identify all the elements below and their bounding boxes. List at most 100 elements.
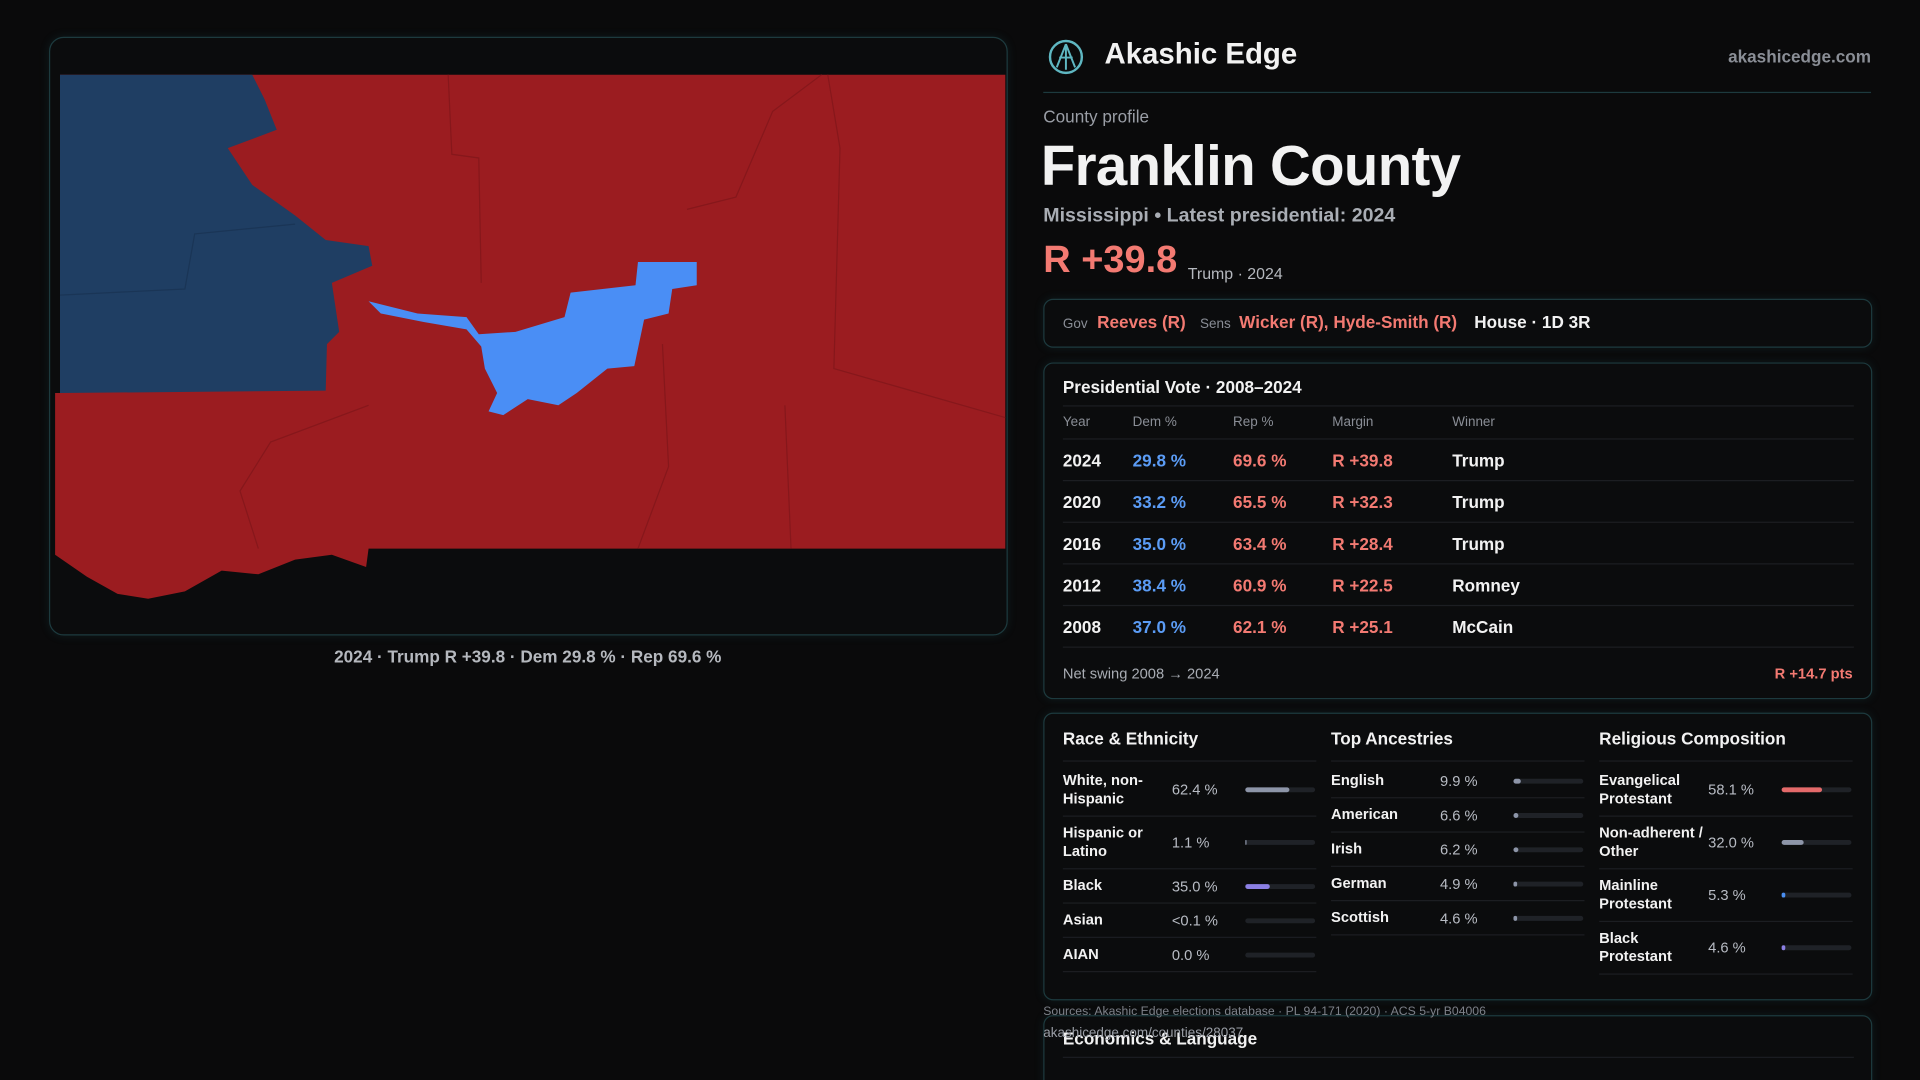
demographics: Race & Ethnicity White, non-Hispanic 62.4 … xyxy=(1062,729,1859,992)
county-map xyxy=(55,74,1006,599)
site-link[interactable]: akashicedge.com xyxy=(1728,46,1872,67)
house: House · 1D 3R xyxy=(1474,312,1591,332)
row-label: White, non-Hispanic xyxy=(1062,771,1143,807)
bar-track xyxy=(1513,846,1584,852)
demographics-panel: Race & Ethnicity White, non-Hispanic 62.4 … xyxy=(1043,712,1873,1001)
row-label: Mainline Protestant xyxy=(1599,876,1672,913)
table-cell: 62.1 % xyxy=(1233,616,1287,637)
table-cell: R +28.4 xyxy=(1332,533,1393,553)
panel-title: Presidential Vote · 2008–2024 xyxy=(1062,377,1302,397)
demographic-row: Scottish 4.6 % xyxy=(1331,901,1585,936)
map-panel xyxy=(48,36,1008,636)
swing-value: R +14.7 pts xyxy=(1774,664,1853,683)
officials-label: Sens xyxy=(1200,317,1231,332)
map-caption: 2024 · Trump R +39.8 · Dem 29.8 % · Rep … xyxy=(334,646,722,667)
demographic-row: Asian <0.1 % xyxy=(1062,904,1317,938)
table-cell: 2008 xyxy=(1062,616,1102,637)
bar-track xyxy=(1245,787,1316,793)
row-label: English xyxy=(1331,771,1385,789)
table-cell: McCain xyxy=(1452,616,1514,637)
table-row: 2024 29.8 % 69.6 % R +39.8 Trump xyxy=(1062,440,1854,482)
bar xyxy=(1781,840,1804,845)
divider xyxy=(1043,91,1872,94)
table-cell: 37.0 % xyxy=(1132,616,1187,637)
official: Reeves (R) xyxy=(1097,312,1186,332)
demographic-row: Black 35.0 % xyxy=(1062,869,1317,904)
demographic-row: Hispanic or Latino 1.1 % xyxy=(1062,817,1317,870)
margin-note: Trump · 2024 xyxy=(1187,264,1283,283)
table-header: Year Dem % Rep % Margin Winner xyxy=(1062,407,1854,440)
demographic-row: American 6.6 % xyxy=(1331,798,1585,833)
bar-track xyxy=(1513,915,1584,921)
officials: Gov Reeves (R) Sens Wicker (R), Hyde-Smi… xyxy=(1043,298,1873,348)
bar-track xyxy=(1245,883,1316,889)
bar-track xyxy=(1513,812,1584,818)
row-label: Hispanic or Latino xyxy=(1062,824,1143,860)
table-cell: Trump xyxy=(1452,450,1505,470)
bar-track xyxy=(1781,892,1852,898)
bar-track xyxy=(1245,952,1316,957)
table-cell: R +32.3 xyxy=(1332,491,1393,512)
bar xyxy=(1781,787,1823,793)
table-cell: R +25.1 xyxy=(1332,616,1393,637)
headline-margin: R +39.8 xyxy=(1043,237,1178,281)
row-label: Asian xyxy=(1062,911,1103,929)
bar xyxy=(1245,787,1289,793)
demographic-row: English 9.9 % xyxy=(1331,764,1585,799)
table-cell: 2016 xyxy=(1062,533,1102,553)
column-header: Winner xyxy=(1452,415,1495,430)
logo xyxy=(1048,39,1084,75)
table-cell: 69.6 % xyxy=(1233,450,1287,470)
bar xyxy=(1513,778,1521,784)
table-cell: 38.4 % xyxy=(1132,574,1187,595)
row-value: 6.2 % xyxy=(1440,840,1478,858)
table-cell: 29.8 % xyxy=(1132,450,1187,470)
row-value: 6.6 % xyxy=(1440,806,1478,824)
demographic-row: Evangelical Protestant 58.1 % xyxy=(1599,764,1853,817)
table-cell: Romney xyxy=(1452,574,1520,595)
table-cell: 63.4 % xyxy=(1233,533,1287,553)
panel-title: Economics & Language xyxy=(1062,1028,1258,1049)
bar xyxy=(1781,892,1786,898)
row-value: 62.4 % xyxy=(1171,781,1218,799)
row-value: 4.9 % xyxy=(1440,874,1478,893)
demographic-row: Non-adherent / Other 32.0 % xyxy=(1599,817,1853,870)
demographic-row: Mainline Protestant 5.3 % xyxy=(1599,869,1853,923)
table-cell: Trump xyxy=(1452,491,1505,512)
bar xyxy=(1513,812,1519,818)
presidential-panel: Presidential Vote · 2008–2024 Year Dem % R… xyxy=(1043,362,1873,700)
county-name: Franklin County xyxy=(1040,133,1461,198)
bar-track xyxy=(1513,778,1584,784)
kicker: County profile xyxy=(1043,106,1150,127)
bar-track xyxy=(1781,945,1852,951)
map-region xyxy=(60,74,373,394)
row-label: AIAN xyxy=(1062,945,1099,963)
demographic-row: Irish 6.2 % xyxy=(1331,833,1585,867)
bar-track xyxy=(1245,917,1316,923)
column-header: Dem % xyxy=(1132,415,1177,430)
divider xyxy=(1062,1056,1854,1058)
row-label: Black xyxy=(1062,876,1103,894)
table-row: 2020 33.2 % 65.5 % R +32.3 Trump xyxy=(1062,481,1854,523)
table-cell: 65.5 % xyxy=(1233,491,1287,512)
bar-track xyxy=(1513,881,1584,886)
row-value: 32.0 % xyxy=(1708,833,1754,852)
table-cell: 2020 xyxy=(1062,491,1102,512)
row-value: 58.1 % xyxy=(1708,781,1754,799)
section-title: Race & Ethnicity xyxy=(1062,729,1317,762)
bar xyxy=(1513,846,1518,852)
bar xyxy=(1513,881,1517,886)
row-value: <0.1 % xyxy=(1171,911,1219,929)
row-label: American xyxy=(1331,805,1399,823)
row-value: 1.1 % xyxy=(1171,833,1210,852)
row-value: 4.6 % xyxy=(1440,909,1478,927)
table-cell: 60.9 % xyxy=(1233,574,1287,595)
bar-track xyxy=(1245,840,1316,845)
demographic-section: Religious Composition Evangelical Protest… xyxy=(1599,729,1853,975)
row-label: Irish xyxy=(1331,840,1363,858)
county-borders xyxy=(59,223,296,296)
row-value: 4.6 % xyxy=(1708,939,1746,957)
bar xyxy=(1781,945,1785,951)
